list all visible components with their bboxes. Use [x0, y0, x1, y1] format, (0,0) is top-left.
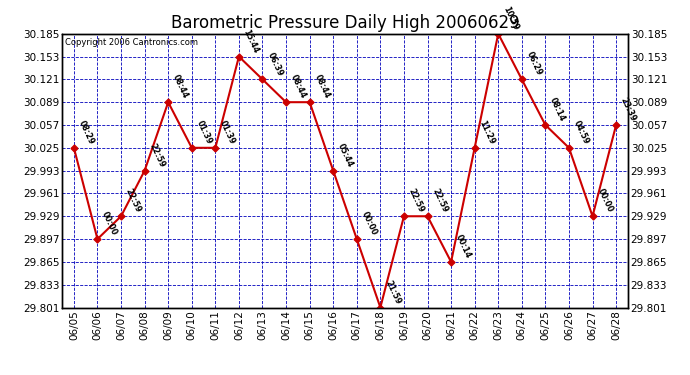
Text: 22:59: 22:59 [431, 187, 449, 214]
Text: 22:59: 22:59 [124, 187, 143, 214]
Text: 10:59: 10:59 [501, 5, 520, 32]
Text: 08:44: 08:44 [289, 73, 308, 100]
Text: 08:14: 08:14 [549, 96, 567, 123]
Text: 05:44: 05:44 [336, 142, 355, 168]
Text: 01:39: 01:39 [195, 119, 213, 146]
Text: 11:29: 11:29 [477, 119, 496, 146]
Text: 00:00: 00:00 [100, 210, 119, 237]
Text: 04:59: 04:59 [572, 119, 591, 146]
Text: 00:00: 00:00 [595, 188, 614, 214]
Text: 00:00: 00:00 [359, 210, 378, 237]
Text: 08:29: 08:29 [77, 119, 96, 146]
Text: 23:39: 23:39 [619, 96, 638, 123]
Text: 06:29: 06:29 [524, 50, 544, 77]
Text: 22:59: 22:59 [148, 142, 166, 168]
Text: 01:39: 01:39 [218, 119, 237, 146]
Text: Copyright 2006 Cantronics.com: Copyright 2006 Cantronics.com [65, 38, 198, 47]
Text: 00:14: 00:14 [454, 233, 473, 260]
Text: 08:44: 08:44 [171, 73, 190, 100]
Text: 06:39: 06:39 [266, 51, 284, 77]
Text: 22:59: 22:59 [407, 187, 426, 214]
Text: 08:44: 08:44 [313, 73, 331, 100]
Text: 21:59: 21:59 [383, 279, 402, 305]
Title: Barometric Pressure Daily High 20060629: Barometric Pressure Daily High 20060629 [170, 14, 520, 32]
Text: 15:44: 15:44 [241, 28, 261, 54]
